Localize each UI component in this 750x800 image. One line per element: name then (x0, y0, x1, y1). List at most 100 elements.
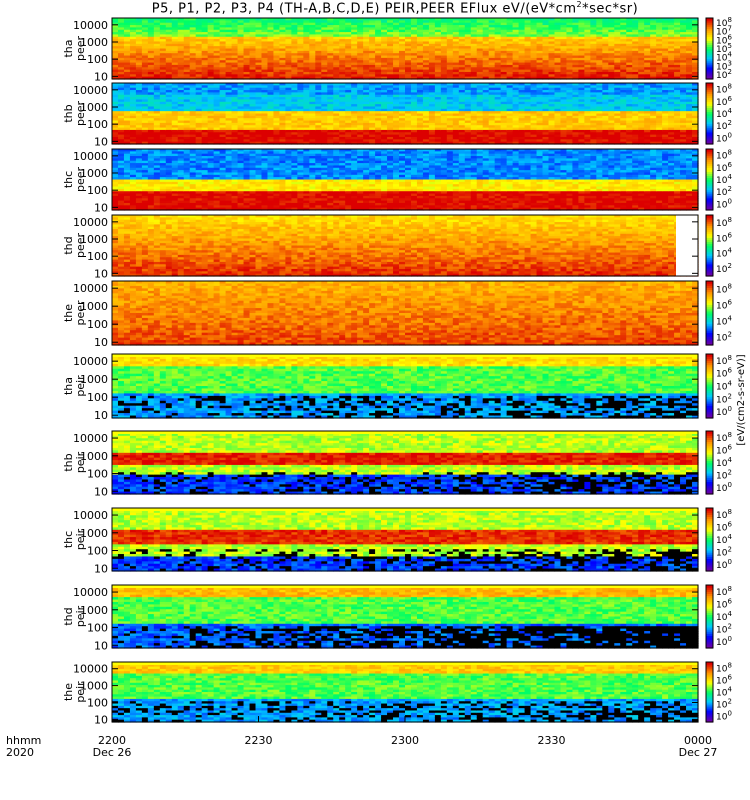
colorbar-tick-label: 106 (716, 161, 732, 174)
y-tick-label: 100 (87, 545, 108, 558)
y-tick-label: 10000 (73, 663, 108, 676)
panel-frame (111, 430, 699, 495)
colorbar-tick-label: 100 (716, 558, 732, 571)
y-tick-label: 1000 (80, 36, 108, 49)
year-row-label: 2020 (6, 746, 34, 759)
panel-species-label: peir (74, 681, 87, 703)
panel-thd-peer: 10 100 1000 10000 thd peer 102 104 106 108 (62, 214, 732, 280)
colorbar-tick-label: 102 (716, 623, 732, 636)
y-tick-label: 10 (94, 639, 108, 652)
spectrogram-the-peir (112, 662, 699, 723)
y-tick-label: 100 (87, 53, 108, 66)
y-tick-label: 1000 (80, 450, 108, 463)
y-tick-label: 10000 (73, 84, 108, 97)
x-tick-date: Dec 27 (679, 746, 718, 759)
panel-probe-label: thc (62, 531, 75, 548)
panel-frame (111, 148, 699, 211)
y-tick-label: 10 (94, 336, 108, 349)
panel-frame (111, 214, 699, 277)
spectrogram-thb-peir (112, 431, 699, 495)
colorbar-tick-label: 102 (716, 392, 732, 405)
x-tick-label: 0000 (684, 734, 712, 747)
panel-probe-label: thb (62, 104, 75, 122)
panel-probe-label: the (62, 683, 75, 701)
y-tick-label: 10 (94, 135, 108, 148)
colorbar-tick-label: 102 (716, 262, 732, 275)
colorbar-tick-label: 104 (716, 107, 732, 120)
panel-probe-label: thb (62, 453, 75, 471)
y-tick-label: 10000 (73, 355, 108, 368)
y-tick-label: 100 (87, 318, 108, 331)
colorbar-tick-label: 104 (716, 380, 732, 393)
colorbar-tick-label: 102 (716, 185, 732, 198)
panel-frame (111, 584, 699, 649)
x-tick-label: 2200 (98, 734, 126, 747)
colorbar-tick-label: 104 (716, 610, 732, 623)
y-tick-label: 1000 (80, 604, 108, 617)
colorbar-tick-label: 102 (716, 119, 732, 132)
y-tick-label: 10 (94, 201, 108, 214)
panel-frame (111, 507, 699, 572)
colorbar-tick-label: 104 (716, 315, 732, 328)
colorbar-tick-label: 102 (716, 546, 732, 559)
panel-frame (111, 280, 699, 346)
colorbar-frame (705, 214, 714, 277)
colorbar-tick-label: 108 (716, 354, 732, 367)
y-tick-label: 10 (94, 267, 108, 280)
y-tick-label: 1000 (80, 527, 108, 540)
colorbar-tick-label: 106 (716, 597, 732, 610)
panel-the-peer: 10 100 1000 10000 the peer 102 104 106 108 (62, 280, 732, 349)
y-tick-label: 10000 (73, 150, 108, 163)
y-tick-label: 1000 (80, 167, 108, 180)
y-tick-label: 1000 (80, 373, 108, 386)
panel-frame (111, 17, 699, 80)
colorbar-frame (705, 82, 714, 145)
colorbar-tick-label: 104 (716, 51, 732, 64)
y-tick-label: 10 (94, 485, 108, 498)
spectrogram-thc-peer (112, 149, 699, 211)
panel-tha-peer: 10 100 1000 10000 tha peer 1021031041051061071… (62, 16, 732, 83)
spectrogram-thb-peer (112, 83, 699, 145)
colorbar-tick-label: 102 (716, 331, 732, 344)
spectrogram-thd-peir (112, 585, 699, 649)
colorbar-thd-peer: 102 104 106 108 (705, 214, 732, 277)
colorbar-tick-label: 100 (716, 635, 732, 648)
panel-species-label: peer (74, 300, 87, 326)
y-tick-label: 10 (94, 562, 108, 575)
panel-species-label: peir (74, 605, 87, 627)
y-tick-label: 10000 (73, 216, 108, 229)
y-tick-label: 1000 (80, 300, 108, 313)
colorbar-tick-label: 106 (716, 520, 732, 533)
colorbar-tick-label: 106 (716, 674, 732, 687)
y-tick-label: 100 (87, 696, 108, 709)
x-tick-label: 2230 (245, 734, 273, 747)
colorbar-tick-label: 102 (716, 698, 732, 711)
colorbar-frame (705, 148, 714, 211)
time-row-label: hhmm (6, 734, 41, 747)
panel-species-label: peer (74, 167, 87, 193)
y-tick-label: 1000 (80, 680, 108, 693)
colorbar-tick-label: 106 (716, 443, 732, 456)
colorbar-tick-label: 102 (716, 68, 732, 81)
spectrogram-tha-peir (112, 354, 699, 419)
chart-title: P5, P1, P2, P3, P4 (TH-A,B,C,D,E) PEIR,P… (90, 0, 700, 16)
spectrogram-thc-peir (112, 508, 699, 572)
colorbar-tick-label: 104 (716, 247, 732, 260)
colorbar-tick-label: 108 (716, 508, 732, 521)
colorbar-tick-label: 108 (716, 283, 732, 296)
y-tick-label: 100 (87, 622, 108, 635)
y-tick-label: 100 (87, 468, 108, 481)
colorbar-tick-label: 102 (716, 469, 732, 482)
y-tick-label: 1000 (80, 233, 108, 246)
spectrogram-the-peer (112, 281, 699, 346)
panel-species-label: peer (74, 36, 87, 62)
colorbar-frame (705, 507, 714, 572)
